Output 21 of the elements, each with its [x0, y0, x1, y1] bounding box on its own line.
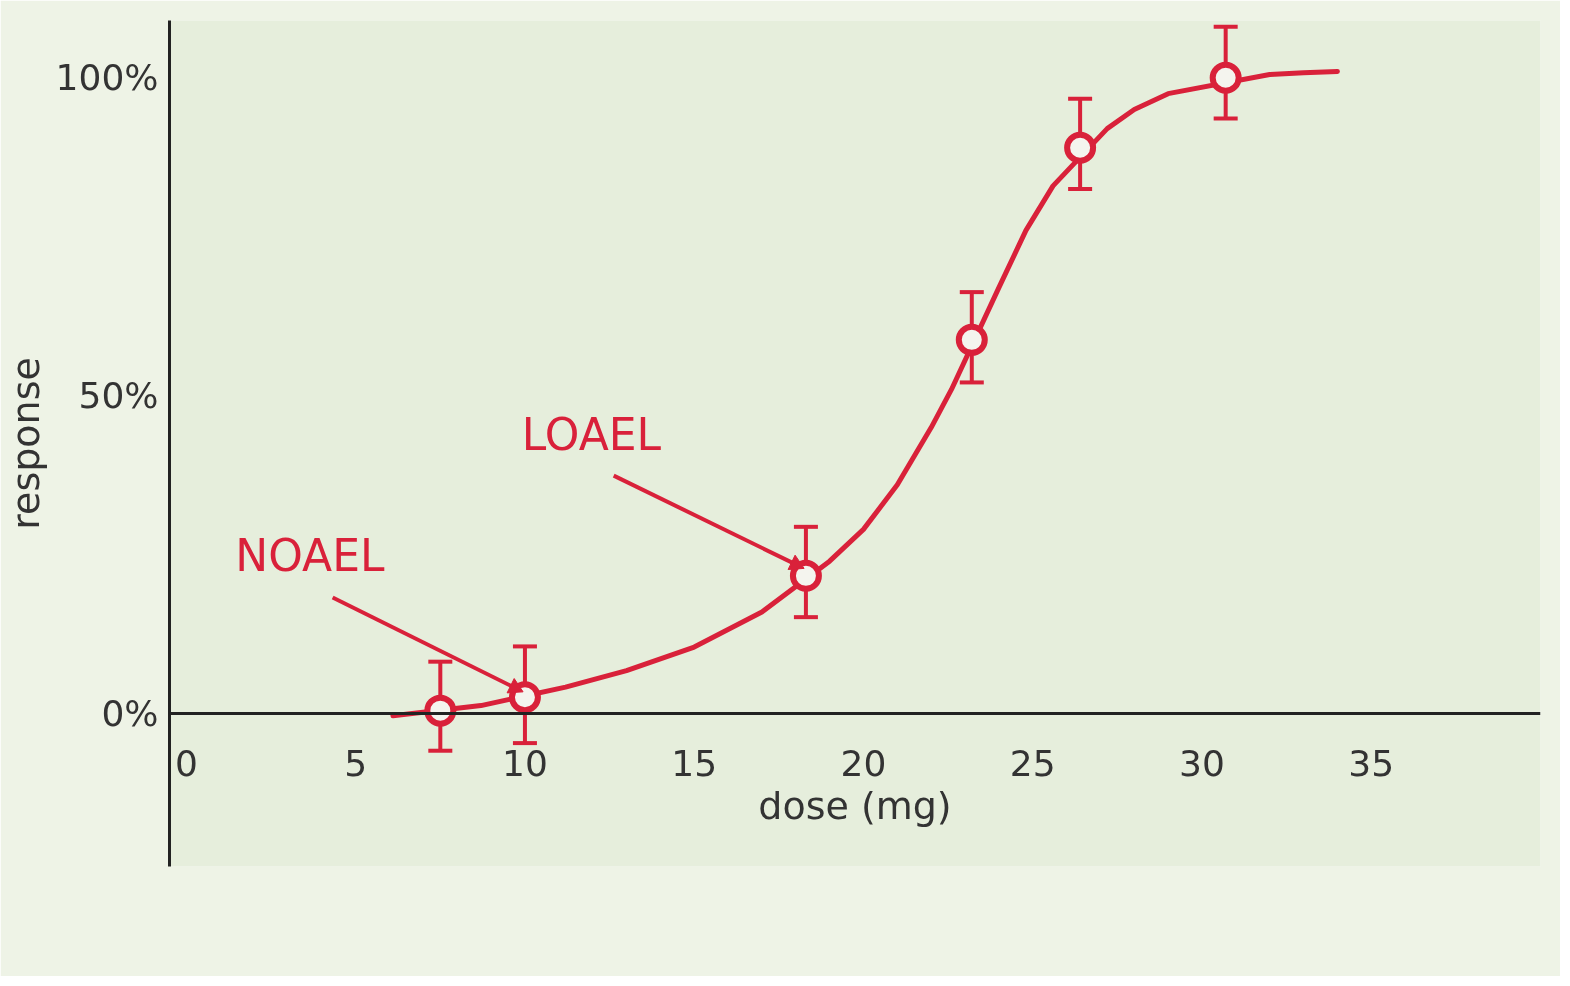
x-tick-label: 0: [174, 742, 198, 784]
y-tick-label: 0%: [101, 693, 159, 735]
point: [424, 694, 457, 727]
y-tick-label: 50%: [78, 375, 159, 417]
point: [508, 681, 541, 714]
x-tick-label: 30: [1179, 742, 1225, 784]
x-tick-label: 20: [840, 742, 887, 784]
x-tick-label: 25: [1009, 742, 1056, 784]
annotation: NOAEL: [235, 529, 385, 581]
x-tick-label: 35: [1348, 742, 1395, 784]
x-axis-title: dose (mg): [758, 783, 952, 828]
point: [789, 559, 822, 592]
x-tick-label: 15: [671, 742, 718, 784]
point: [1064, 131, 1097, 164]
point: [955, 323, 988, 356]
x-tick-label: 10: [502, 742, 548, 784]
annotation: LOAEL: [521, 408, 662, 460]
point: [1209, 61, 1242, 94]
y-tick-label: 100%: [55, 57, 159, 99]
x-tick-label: 5: [344, 742, 368, 784]
y-axis-title: response: [3, 357, 48, 530]
